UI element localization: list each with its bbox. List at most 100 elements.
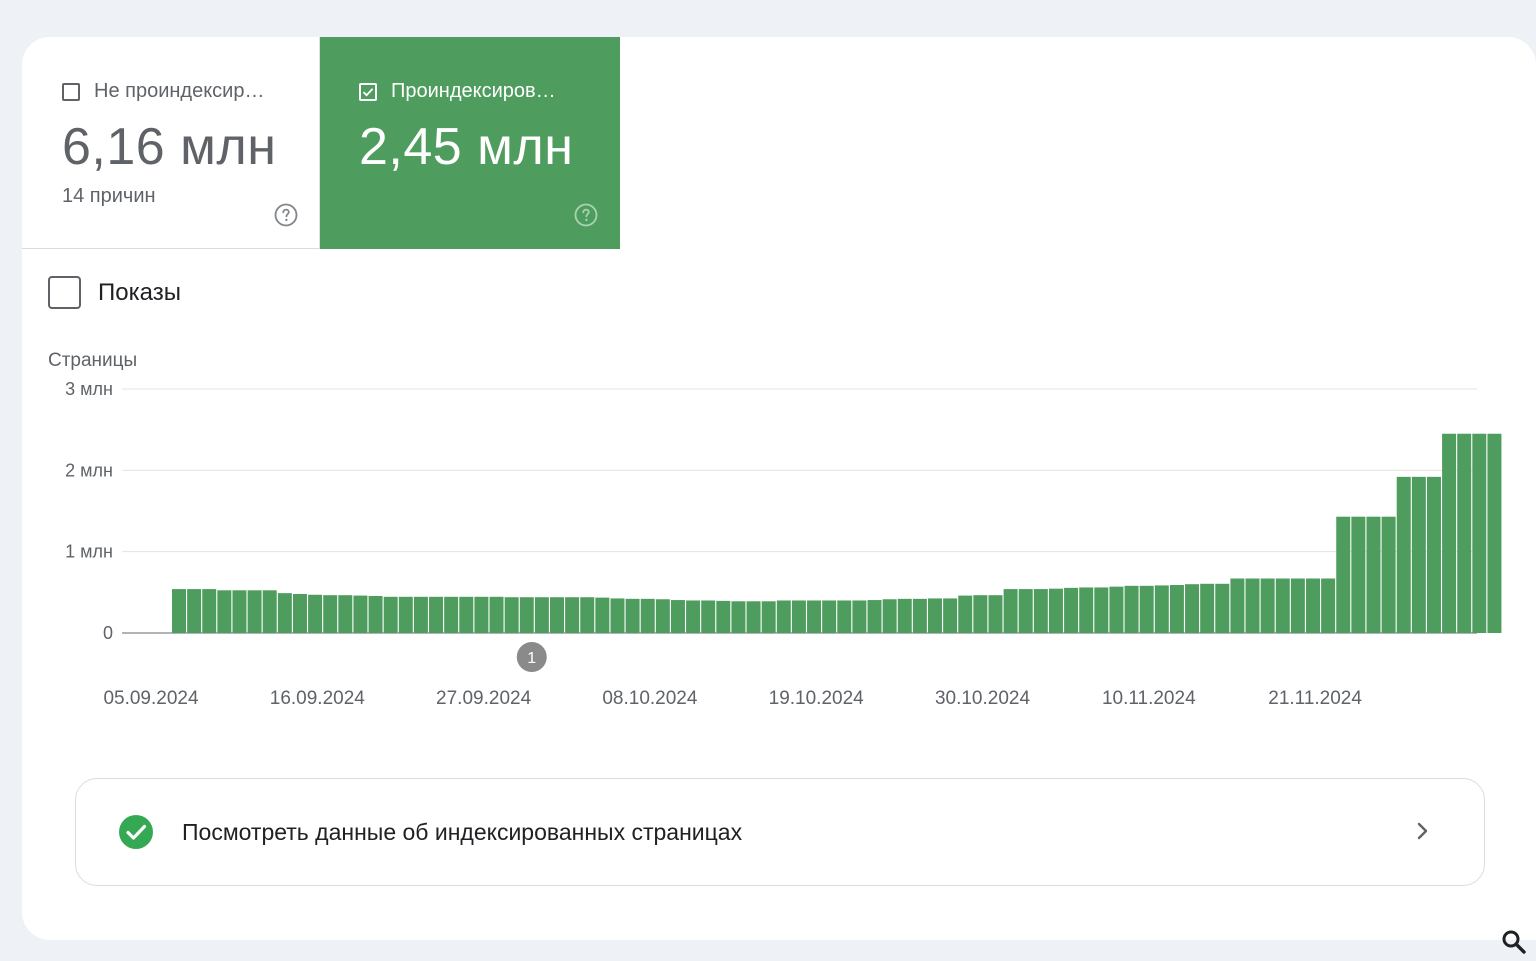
bar[interactable] xyxy=(353,595,368,633)
bar[interactable] xyxy=(1290,578,1305,633)
bar[interactable] xyxy=(232,590,247,633)
bar[interactable] xyxy=(1003,589,1018,633)
bar[interactable] xyxy=(1442,433,1457,633)
bar[interactable] xyxy=(928,598,942,633)
bar[interactable] xyxy=(565,597,580,633)
bar[interactable] xyxy=(398,596,413,633)
bar[interactable] xyxy=(459,596,474,633)
help-circle-icon[interactable] xyxy=(274,203,298,227)
bar[interactable] xyxy=(988,595,1003,633)
bar[interactable] xyxy=(731,601,746,633)
bar[interactable] xyxy=(277,593,292,633)
bar[interactable] xyxy=(1064,587,1079,633)
bar[interactable] xyxy=(1139,585,1154,633)
bar[interactable] xyxy=(1426,476,1441,633)
help-circle-icon[interactable] xyxy=(574,203,598,227)
bar[interactable] xyxy=(1472,433,1487,633)
bar[interactable] xyxy=(262,590,277,633)
bar[interactable] xyxy=(1487,433,1502,633)
impressions-toggle[interactable]: Показы xyxy=(48,276,181,309)
indexed-checkbox[interactable] xyxy=(359,82,377,101)
bar[interactable] xyxy=(807,600,822,633)
bar[interactable] xyxy=(625,598,640,633)
bar[interactable] xyxy=(504,597,519,633)
bar[interactable] xyxy=(610,598,625,633)
bar[interactable] xyxy=(897,598,912,633)
bar[interactable] xyxy=(867,600,882,633)
bar[interactable] xyxy=(519,597,534,633)
bar[interactable] xyxy=(791,600,806,633)
bar[interactable] xyxy=(716,600,731,633)
bar[interactable] xyxy=(292,593,307,633)
bar[interactable] xyxy=(1457,433,1472,633)
bar[interactable] xyxy=(1169,585,1184,633)
bar[interactable] xyxy=(1366,516,1381,633)
bar[interactable] xyxy=(882,599,897,633)
bar[interactable] xyxy=(550,597,564,633)
not-indexed-tile[interactable]: Не проиндексир… 6,16 млн 14 причин xyxy=(22,37,320,249)
bar[interactable] xyxy=(670,600,685,633)
bar[interactable] xyxy=(489,596,504,633)
bar[interactable] xyxy=(943,598,958,633)
bar[interactable] xyxy=(1048,588,1063,633)
bar[interactable] xyxy=(1033,589,1048,633)
bar[interactable] xyxy=(1275,578,1290,633)
bar[interactable] xyxy=(837,600,852,633)
bar[interactable] xyxy=(383,596,398,633)
bar[interactable] xyxy=(595,597,610,633)
bar[interactable] xyxy=(247,590,262,633)
bar[interactable] xyxy=(1124,585,1139,633)
view-indexed-pages-link[interactable]: Посмотреть данные об индексированных стр… xyxy=(75,778,1485,886)
bar[interactable] xyxy=(187,589,202,633)
bar[interactable] xyxy=(534,597,549,633)
indexed-tile[interactable]: Проиндексиров… 2,45 млн xyxy=(320,37,620,249)
bar[interactable] xyxy=(686,600,701,633)
bar[interactable] xyxy=(746,601,761,633)
bar[interactable] xyxy=(474,596,489,633)
bar[interactable] xyxy=(1396,476,1411,633)
bar[interactable] xyxy=(323,595,338,633)
bar[interactable] xyxy=(776,600,791,633)
bar[interactable] xyxy=(1336,516,1351,633)
bar[interactable] xyxy=(1215,583,1230,633)
not-indexed-checkbox[interactable] xyxy=(62,82,80,101)
bar[interactable] xyxy=(1411,476,1426,633)
bar[interactable] xyxy=(822,600,837,633)
bar[interactable] xyxy=(1306,578,1320,633)
bar[interactable] xyxy=(580,597,595,633)
bar[interactable] xyxy=(413,596,428,633)
bar[interactable] xyxy=(172,589,186,633)
bar[interactable] xyxy=(1260,578,1275,633)
bar[interactable] xyxy=(958,595,973,633)
bar[interactable] xyxy=(701,600,716,633)
bar[interactable] xyxy=(1109,586,1124,633)
annotation-marker[interactable]: 1 xyxy=(516,642,547,672)
bar[interactable] xyxy=(640,598,655,633)
search-icon[interactable] xyxy=(1500,928,1528,956)
bar[interactable] xyxy=(1381,516,1396,633)
bar[interactable] xyxy=(1185,584,1200,633)
bar[interactable] xyxy=(217,590,232,633)
bar[interactable] xyxy=(368,595,383,633)
bar[interactable] xyxy=(338,595,353,633)
bar[interactable] xyxy=(655,599,670,633)
bar[interactable] xyxy=(852,600,867,633)
bar[interactable] xyxy=(1245,578,1260,633)
bar[interactable] xyxy=(912,598,927,633)
bar[interactable] xyxy=(1321,578,1336,633)
bar[interactable] xyxy=(761,601,776,633)
bar[interactable] xyxy=(1094,587,1109,633)
bar[interactable] xyxy=(1200,583,1215,633)
bar[interactable] xyxy=(1018,589,1033,633)
bar[interactable] xyxy=(1351,516,1366,633)
indexed-value: 2,45 млн xyxy=(359,118,574,176)
bar[interactable] xyxy=(1230,578,1245,633)
bar[interactable] xyxy=(444,596,459,633)
impressions-checkbox[interactable] xyxy=(48,276,81,309)
bar[interactable] xyxy=(202,589,217,633)
bar[interactable] xyxy=(1154,585,1169,633)
bar[interactable] xyxy=(429,596,444,633)
bar[interactable] xyxy=(308,594,323,633)
bar[interactable] xyxy=(1079,587,1094,633)
bar[interactable] xyxy=(973,595,988,633)
